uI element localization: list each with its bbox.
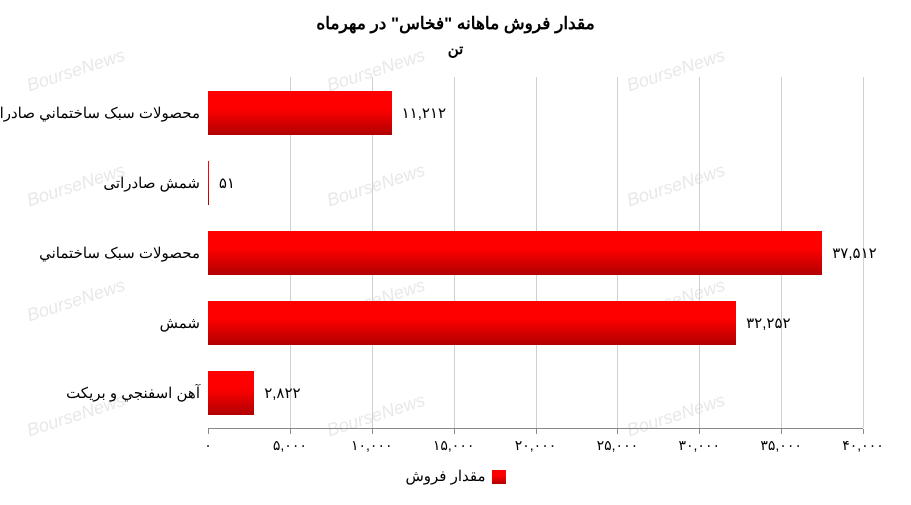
bar-value-label: ۲,۸۲۲ <box>264 384 300 402</box>
bar <box>208 301 736 345</box>
bar-value-label: ۱۱,۲۱۲ <box>402 104 446 122</box>
x-tick <box>617 429 618 434</box>
x-tick-label: ۵,۰۰۰ <box>273 437 307 454</box>
x-tick-label: ۳۰,۰۰۰ <box>679 437 721 454</box>
x-tick-label: ۱۵,۰۰۰ <box>433 437 475 454</box>
watermark: BourseNews <box>24 275 128 327</box>
x-tick <box>290 429 291 434</box>
legend: مقدار فروش <box>405 467 505 485</box>
bar-value-label: ۵۱ <box>219 174 235 192</box>
legend-label: مقدار فروش <box>405 468 485 485</box>
bar <box>208 91 392 135</box>
category-label: محصولات سبک ساختماني صادراتی <box>0 104 200 122</box>
x-tick-label: ۳۵,۰۰۰ <box>760 437 802 454</box>
bar <box>208 161 209 205</box>
bar-value-label: ۳۷,۵۱۲ <box>832 244 876 262</box>
x-tick-label: ۲۰,۰۰۰ <box>515 437 557 454</box>
category-label: آهن اسفنجي و بریکت <box>66 384 200 402</box>
x-tick-label: ۰ <box>204 437 212 454</box>
x-tick <box>454 429 455 434</box>
category-label: شمش <box>160 314 200 332</box>
x-tick <box>208 429 209 434</box>
x-tick-label: ۱۰,۰۰۰ <box>351 437 393 454</box>
x-tick-label: ۲۵,۰۰۰ <box>597 437 639 454</box>
x-tick <box>372 429 373 434</box>
x-tick <box>863 429 864 434</box>
x-tick <box>699 429 700 434</box>
category-label: شمش صادراتی <box>103 174 200 192</box>
chart-subtitle: تن <box>0 40 911 58</box>
bar <box>208 231 822 275</box>
plot-area <box>208 77 863 429</box>
chart-title: مقدار فروش ماهانه "فخاس" در مهرماه <box>0 14 911 34</box>
x-tick <box>536 429 537 434</box>
bar-value-label: ۳۲,۲۵۲ <box>746 314 790 332</box>
chart-container: BourseNewsBourseNewsBourseNewsBourseNews… <box>0 0 911 505</box>
category-label: محصولات سبک ساختماني <box>39 244 200 262</box>
x-tick-label: ۴۰,۰۰۰ <box>842 437 884 454</box>
x-tick <box>781 429 782 434</box>
legend-swatch <box>492 470 506 484</box>
bar <box>208 371 254 415</box>
